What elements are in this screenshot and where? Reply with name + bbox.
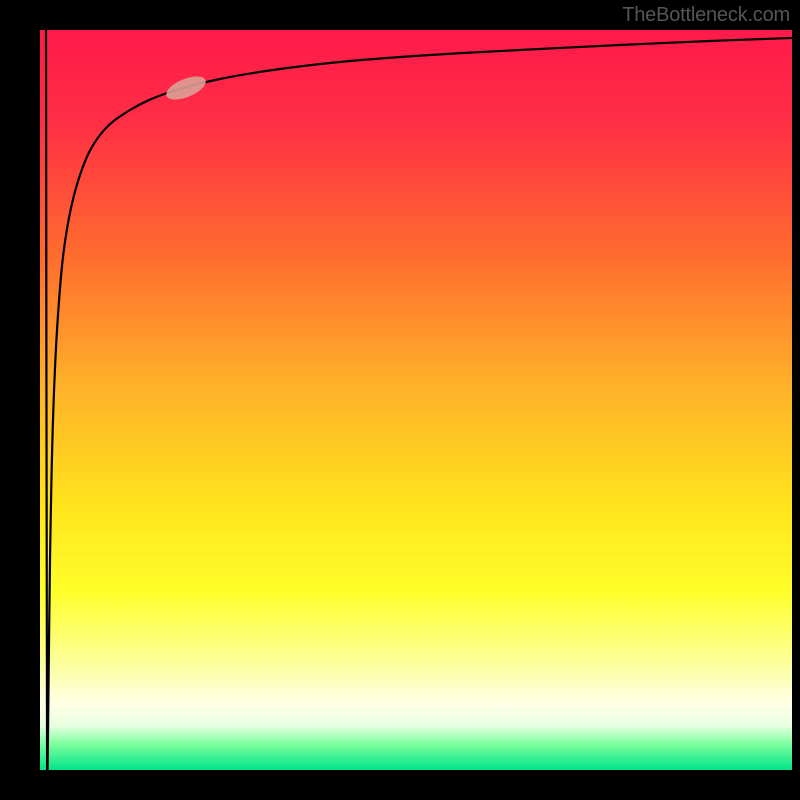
chart-svg bbox=[0, 0, 800, 800]
chart-frame: TheBottleneck.com bbox=[0, 0, 800, 800]
watermark-text: TheBottleneck.com bbox=[622, 4, 790, 27]
plot-gradient-background bbox=[40, 30, 792, 770]
